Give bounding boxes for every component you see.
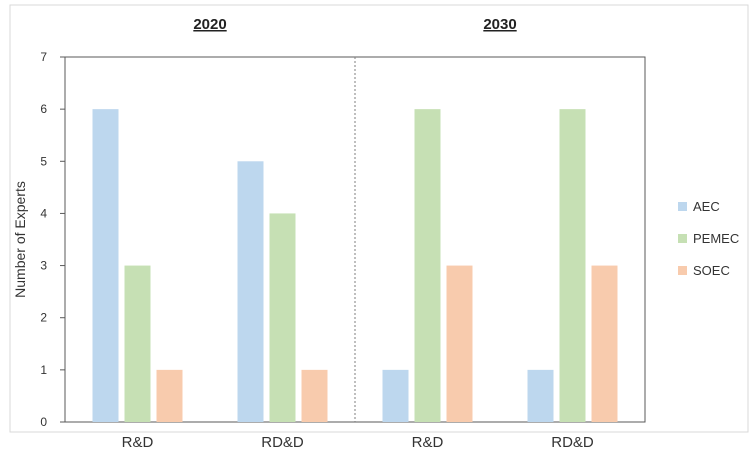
legend-label-soec: SOEC [693,263,730,278]
bar-aec [382,369,409,422]
legend-swatch-soec [678,266,687,275]
chart-frame [9,4,749,433]
x-category-label: RD&D [261,434,304,451]
y-tick-label: 0 [40,415,47,429]
bar-pemec [124,265,151,422]
bar-pemec [414,109,441,423]
y-axis-title: Number of Experts [12,181,28,298]
group-title: 2020 [193,16,226,33]
y-tick-label: 1 [40,363,47,377]
x-category-label: RD&D [551,434,594,451]
legend-swatch-pemec [678,234,687,243]
group-title: 2030 [483,16,516,33]
y-tick-label: 4 [40,206,47,220]
bar-aec [237,161,264,423]
bar-aec [527,369,554,422]
legend-label-pemec: PEMEC [693,231,739,246]
legend-label-aec: AEC [693,199,720,214]
x-category-label: R&D [122,434,154,451]
bar-soec [156,369,183,422]
bar-pemec [559,109,586,423]
y-tick-label: 2 [40,311,47,325]
y-tick-label: 6 [40,102,47,116]
y-tick-label: 5 [40,154,47,168]
bar-soec [446,265,473,422]
y-tick-label: 7 [40,50,47,64]
legend-swatch-aec [678,202,687,211]
bar-soec [591,265,618,422]
bar-aec [92,109,119,423]
y-tick-label: 3 [40,259,47,273]
x-category-label: R&D [412,434,444,451]
bar-soec [301,369,328,422]
bar-pemec [269,213,296,422]
